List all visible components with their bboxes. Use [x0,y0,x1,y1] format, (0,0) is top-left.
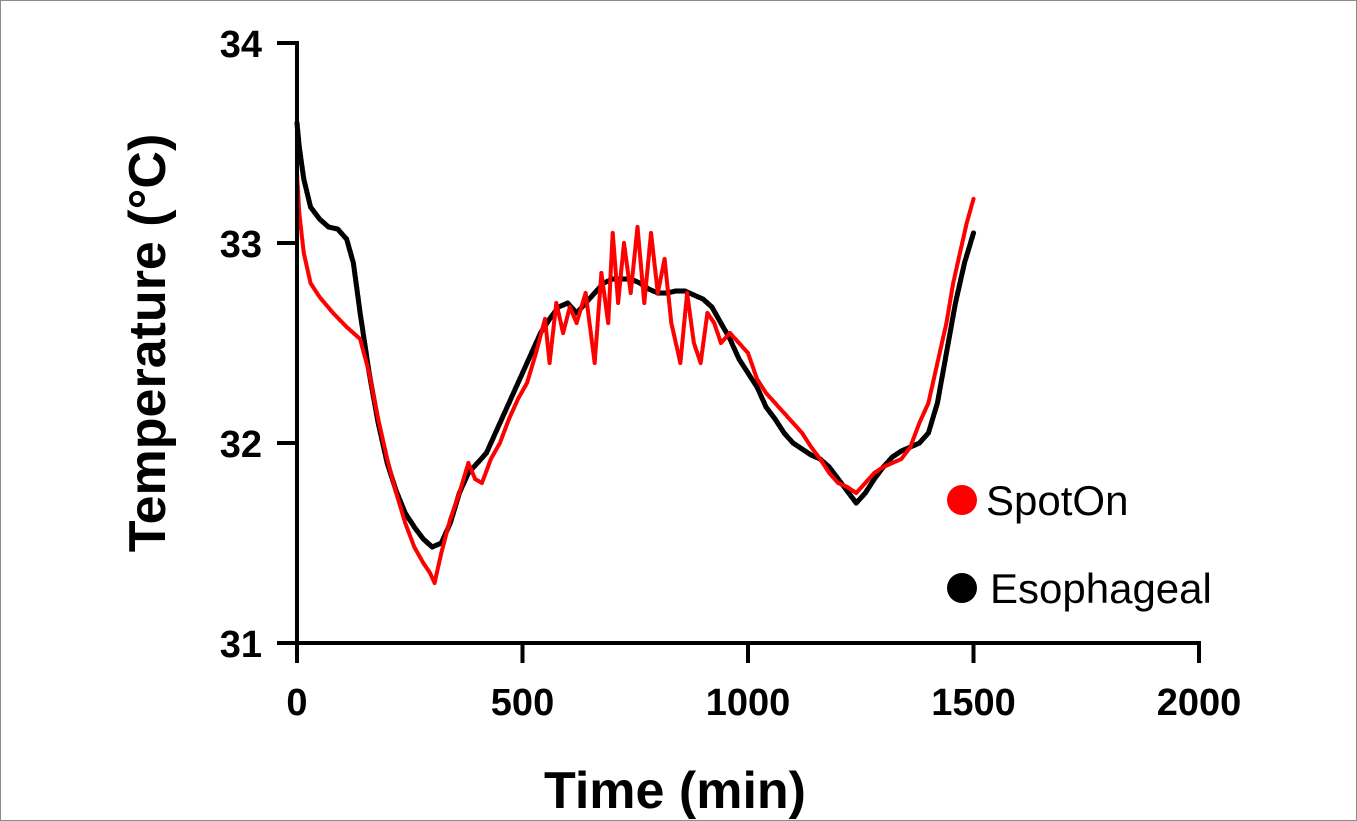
legend-label-spoton: SpotOn [986,477,1128,524]
x-tick-label: 0 [286,682,307,724]
x-axis-title: Time (min) [544,762,806,820]
y-tick-label: 33 [220,224,262,266]
x-tick-label: 1500 [931,682,1016,724]
y-tick-label: 34 [220,24,262,66]
axes [277,41,1201,663]
x-tick-label: 2000 [1157,682,1242,724]
x-tick-label: 500 [491,682,554,724]
y-tick-label: 31 [220,624,262,666]
series-spoton [294,170,976,586]
x-tick-label: 1000 [706,682,791,724]
data-point-spoton [971,196,976,202]
plot-points [294,120,977,586]
legend-marker-spoton [947,485,977,515]
y-axis-title: Temperature (°C) [119,134,177,553]
legend-label-esophageal: Esophageal [990,565,1212,612]
y-tick-label: 32 [220,424,262,466]
legend-marker-esophageal [947,573,977,603]
data-point-esophageal [970,230,977,236]
series-esophageal [294,120,977,550]
tick-labels: 0 500 1000 1500 2000 31 32 33 34 [220,24,1242,724]
legend: SpotOn Esophageal [947,477,1212,612]
